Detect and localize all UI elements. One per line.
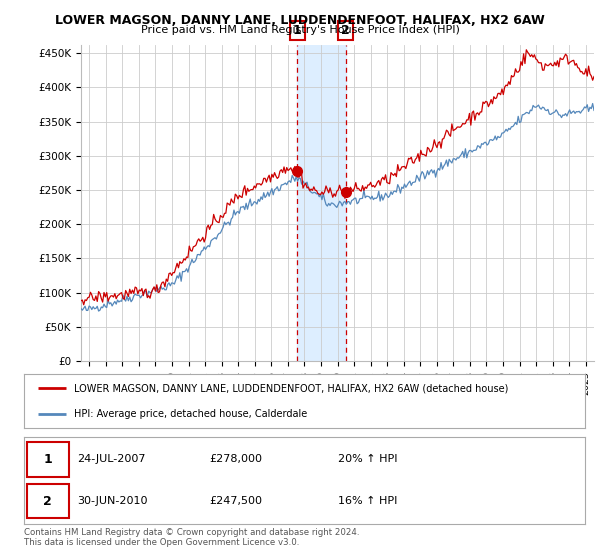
Text: 2: 2 [341, 24, 350, 37]
Text: 2: 2 [43, 494, 52, 507]
Text: 16% ↑ HPI: 16% ↑ HPI [338, 496, 398, 506]
Text: Contains HM Land Registry data © Crown copyright and database right 2024.
This d: Contains HM Land Registry data © Crown c… [24, 528, 359, 547]
Bar [297, 45, 346, 361]
FancyBboxPatch shape [27, 442, 69, 477]
Text: HPI: Average price, detached house, Calderdale: HPI: Average price, detached house, Cald… [74, 409, 308, 418]
Text: 1: 1 [293, 24, 301, 37]
Text: £278,000: £278,000 [209, 454, 262, 464]
Text: £247,500: £247,500 [209, 496, 262, 506]
Text: Price paid vs. HM Land Registry's House Price Index (HPI): Price paid vs. HM Land Registry's House … [140, 25, 460, 35]
Text: 20% ↑ HPI: 20% ↑ HPI [338, 454, 398, 464]
Text: 1: 1 [43, 453, 52, 466]
Text: LOWER MAGSON, DANNY LANE, LUDDENDENFOOT, HALIFAX, HX2 6AW: LOWER MAGSON, DANNY LANE, LUDDENDENFOOT,… [55, 14, 545, 27]
Text: LOWER MAGSON, DANNY LANE, LUDDENDENFOOT, HALIFAX, HX2 6AW (detached house): LOWER MAGSON, DANNY LANE, LUDDENDENFOOT,… [74, 384, 509, 393]
Text: 30-JUN-2010: 30-JUN-2010 [77, 496, 148, 506]
FancyBboxPatch shape [27, 484, 69, 519]
Text: 24-JUL-2007: 24-JUL-2007 [77, 454, 146, 464]
